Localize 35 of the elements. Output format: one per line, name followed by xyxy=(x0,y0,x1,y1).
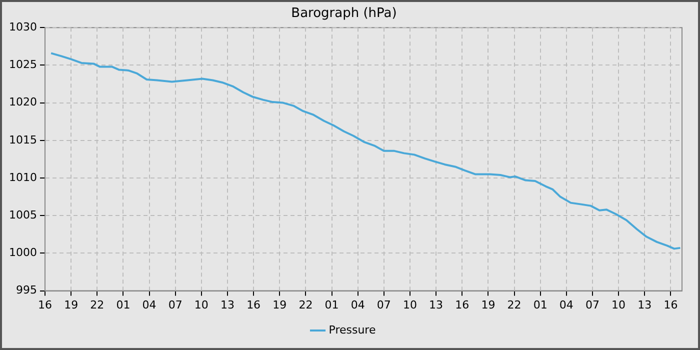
x-tick-label: 22 xyxy=(90,298,104,312)
x-tick-label: 07 xyxy=(585,298,600,312)
legend-label: Pressure xyxy=(328,323,376,336)
y-tick-label: 995 xyxy=(16,284,37,297)
x-tick-label: 13 xyxy=(638,298,652,312)
y-tick-label: 1030 xyxy=(8,20,37,34)
x-tick-label: 13 xyxy=(220,298,234,312)
y-tick-label: 1010 xyxy=(8,170,37,184)
x-tick-label: 13 xyxy=(429,298,444,312)
x-tick-label: 22 xyxy=(298,298,313,312)
x-tick-label: 16 xyxy=(38,298,52,312)
x-tick-label: 10 xyxy=(402,298,417,312)
chart-title: Barograph (hPa) xyxy=(291,6,397,22)
x-tick-label: 01 xyxy=(324,298,339,312)
x-tick-label: 04 xyxy=(350,298,365,312)
x-tick-label: 19 xyxy=(481,298,496,312)
y-tick-label: 1020 xyxy=(8,96,37,109)
x-tick-label: 07 xyxy=(168,298,182,312)
y-tick-label: 1015 xyxy=(8,133,37,146)
x-tick-label: 10 xyxy=(612,298,626,312)
x-tick-label: 04 xyxy=(142,298,156,312)
x-tick-label: 19 xyxy=(272,298,287,312)
x-tick-label: 01 xyxy=(533,298,548,312)
y-tick-label: 1025 xyxy=(8,58,37,72)
x-tick-label: 10 xyxy=(194,298,208,312)
y-tick-label: 1005 xyxy=(8,208,37,222)
x-tick-label: 07 xyxy=(376,298,391,312)
x-tick-label: 04 xyxy=(559,298,574,312)
x-tick-label: 16 xyxy=(664,298,678,312)
x-tick-label: 16 xyxy=(455,298,470,312)
y-tick-label: 1000 xyxy=(8,246,37,260)
x-tick-label: 19 xyxy=(64,298,78,312)
x-tick-label: 16 xyxy=(246,298,261,312)
x-tick-label: 01 xyxy=(116,298,130,312)
x-tick-label: 22 xyxy=(507,298,522,312)
